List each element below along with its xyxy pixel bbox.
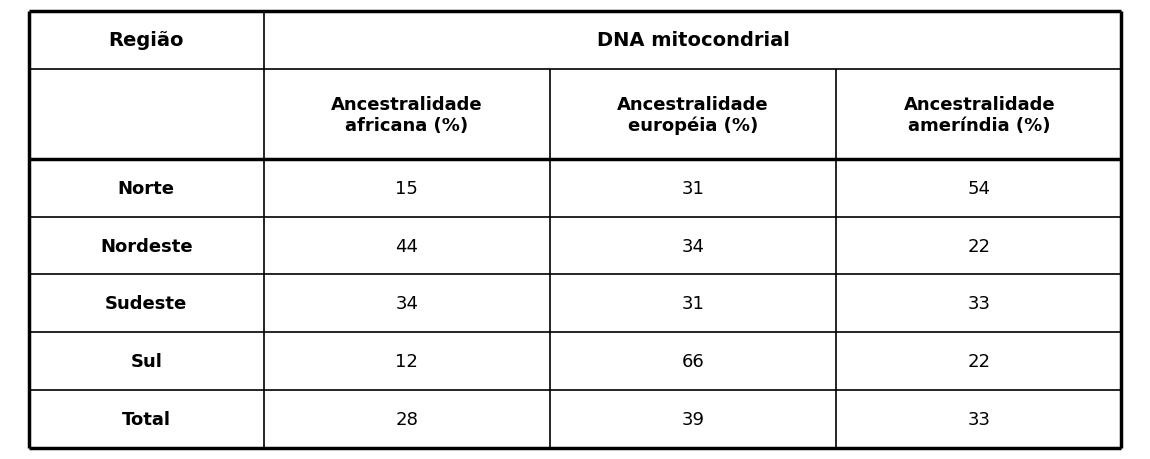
Text: 31: 31 bbox=[682, 295, 705, 313]
Text: 12: 12 bbox=[396, 352, 419, 370]
Text: Total: Total bbox=[122, 410, 170, 428]
Text: DNA mitocondrial: DNA mitocondrial bbox=[597, 31, 789, 50]
Text: Ancestralidade
ameríndia (%): Ancestralidade ameríndia (%) bbox=[904, 95, 1055, 134]
Text: 44: 44 bbox=[396, 237, 419, 255]
Text: Ancestralidade
européia (%): Ancestralidade européia (%) bbox=[618, 95, 769, 134]
Text: 15: 15 bbox=[396, 179, 419, 197]
Text: 22: 22 bbox=[967, 352, 990, 370]
Text: 31: 31 bbox=[682, 179, 705, 197]
Text: 54: 54 bbox=[967, 179, 990, 197]
Text: Sudeste: Sudeste bbox=[105, 295, 187, 313]
Text: 66: 66 bbox=[682, 352, 704, 370]
Text: Ancestralidade
africana (%): Ancestralidade africana (%) bbox=[331, 95, 483, 134]
Text: Norte: Norte bbox=[117, 179, 175, 197]
Text: 22: 22 bbox=[967, 237, 990, 255]
Text: Sul: Sul bbox=[130, 352, 162, 370]
Text: Nordeste: Nordeste bbox=[100, 237, 192, 255]
Text: 39: 39 bbox=[682, 410, 705, 428]
Text: 28: 28 bbox=[396, 410, 419, 428]
Text: 34: 34 bbox=[682, 237, 705, 255]
Text: 34: 34 bbox=[396, 295, 419, 313]
Text: 33: 33 bbox=[967, 295, 990, 313]
Text: Região: Região bbox=[108, 31, 184, 50]
Text: 33: 33 bbox=[967, 410, 990, 428]
